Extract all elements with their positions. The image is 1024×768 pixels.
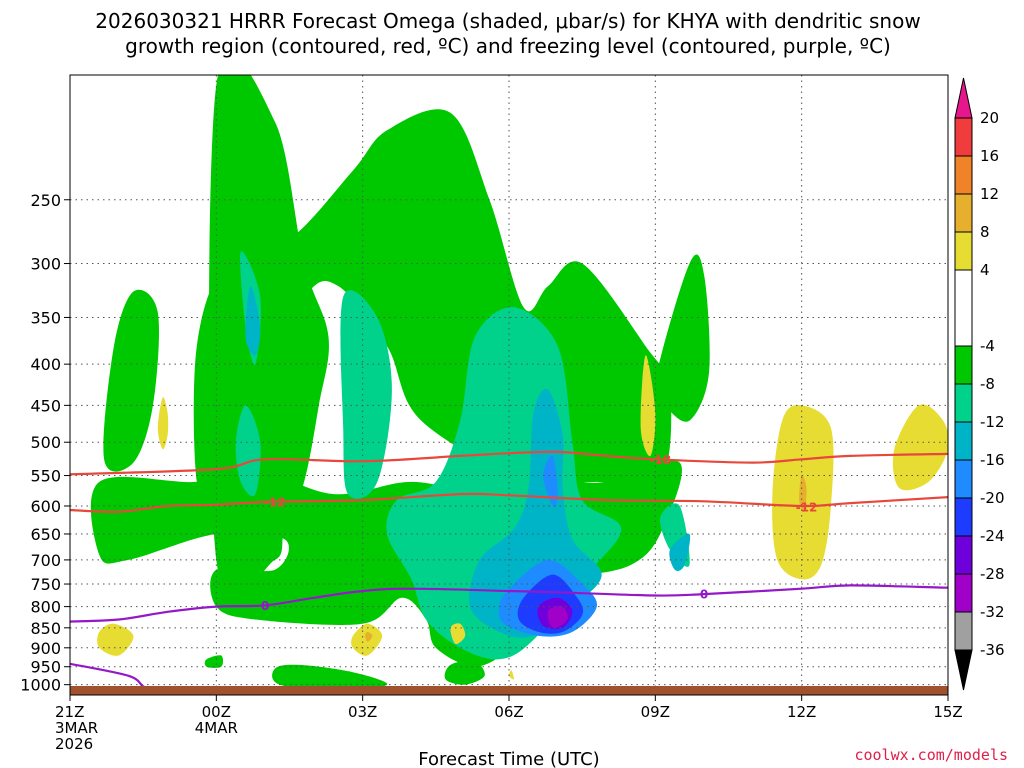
colorbar-bin-12 [954, 573, 973, 613]
omega-region-9 [235, 405, 261, 497]
contour-label-4: 0 [700, 588, 708, 602]
colorbar-label-16: 16 [980, 147, 999, 165]
y-tick-label-900: 900 [30, 639, 61, 658]
colorbar: 20 16 12 8 4 -4 -8 -12 -16 -20 -24 -28 -32 -36 [954, 77, 1005, 691]
y-tick-label-500: 500 [30, 433, 61, 452]
x-tick-label-6-0: 03Z [348, 703, 377, 721]
y-tick-label-750: 750 [30, 575, 61, 594]
colorbar-label--24: -24 [980, 527, 1005, 545]
colorbar-bin-10 [954, 497, 973, 537]
x-tick-label-9-0: 06Z [494, 703, 523, 721]
contour-line-0 [70, 450, 948, 476]
y-tick-label-700: 700 [30, 551, 61, 570]
contour-label-3: 0 [261, 599, 269, 613]
contour-label-2: -12 [796, 501, 818, 515]
colorbar-bin-4 [954, 231, 973, 271]
colorbar-label--4: -4 [980, 337, 995, 355]
colorbar-label-8: 8 [980, 223, 990, 241]
y-tick-label-850: 850 [30, 619, 61, 638]
contour-label-0: -18 [649, 453, 671, 467]
colorbar-label--36: -36 [980, 641, 1005, 659]
omega-region-4 [654, 254, 710, 422]
y-tick-label-950: 950 [30, 658, 61, 677]
omega-region-7 [204, 655, 224, 668]
y-tick-label-650: 650 [30, 525, 61, 544]
ground-surface [70, 686, 948, 695]
pressure-axis: 2503003504004505005506006507007508008509… [20, 191, 70, 695]
contour-label-1: -12 [264, 495, 286, 509]
colorbar-label--28: -28 [980, 565, 1005, 583]
contour-line-3 [70, 584, 948, 623]
colorbar-top-triangle [954, 77, 973, 119]
colorbar-label--32: -32 [980, 603, 1005, 621]
omega-region-6 [444, 660, 485, 685]
omega-region-10 [340, 290, 392, 499]
omega-region-24 [450, 623, 466, 645]
contour-line-1 [70, 492, 948, 514]
x-tick-label-0-0: 21Z [55, 703, 84, 721]
chart-title-line2: growth region (contoured, red, ºC) and f… [125, 34, 891, 58]
y-tick-label-400: 400 [30, 355, 61, 374]
colorbar-bin-5 [954, 269, 973, 347]
temperature-contours: -18 -12 -12 0 0 [70, 450, 948, 694]
x-tick-label-18-0: 15Z [933, 703, 962, 721]
colorbar-label-12: 12 [980, 185, 999, 203]
y-tick-label-450: 450 [30, 396, 61, 415]
colorbar-bin-2 [954, 155, 973, 195]
x-tick-label-12-0: 09Z [641, 703, 670, 721]
y-tick-label-600: 600 [30, 497, 61, 516]
omega-region-21 [157, 397, 169, 450]
omega-shading [90, 75, 948, 690]
x-axis-label: Forecast Time (UTC) [418, 749, 599, 768]
chart-title-line1: 2026030321 HRRR Forecast Omega (shaded, … [95, 9, 920, 33]
x-tick-label-3-0: 00Z [202, 703, 231, 721]
colorbar-bin-3 [954, 193, 973, 233]
y-tick-label-350: 350 [30, 308, 61, 327]
omega-region-2 [103, 289, 160, 472]
omega-region-13 [245, 286, 261, 356]
omega-region-28 [508, 670, 514, 680]
omega-region-27 [892, 404, 948, 491]
colorbar-bin-9 [954, 459, 973, 499]
y-tick-label-300: 300 [30, 255, 61, 274]
y-tick-label-250: 250 [30, 191, 61, 210]
colorbar-label--20: -20 [980, 489, 1005, 507]
omega-region-16 [543, 455, 558, 507]
colorbar-bin-13 [954, 611, 973, 651]
colorbar-label--12: -12 [980, 413, 1005, 431]
y-tick-label-1000: 1000 [20, 676, 61, 695]
colorbar-bin-7 [954, 383, 973, 423]
colorbar-label--8: -8 [980, 375, 995, 393]
colorbar-label--16: -16 [980, 451, 1005, 469]
x-tick-label-3-1: 4MAR [195, 719, 238, 737]
colorbar-label-4: 4 [980, 261, 990, 279]
y-tick-label-550: 550 [30, 467, 61, 486]
colorbar-label-20: 20 [980, 109, 999, 127]
colorbar-bottom-triangle [954, 649, 973, 691]
omega-region-29 [799, 475, 807, 513]
x-tick-label-0-1: 3MAR [55, 719, 98, 737]
omega-region-22 [97, 623, 134, 656]
x-tick-label-15-0: 12Z [787, 703, 816, 721]
colorbar-bin-1 [954, 117, 973, 157]
credit-text: coolwx.com/models [854, 746, 1008, 764]
colorbar-bin-11 [954, 535, 973, 575]
colorbar-bin-6 [954, 345, 973, 385]
x-tick-label-0-2: 2026 [55, 735, 93, 753]
omega-region-5 [272, 664, 388, 690]
omega-region-20 [547, 606, 568, 629]
y-tick-label-800: 800 [30, 598, 61, 617]
omega-region-30 [365, 631, 373, 642]
colorbar-bin-8 [954, 421, 973, 461]
omega-region-15 [669, 533, 691, 571]
